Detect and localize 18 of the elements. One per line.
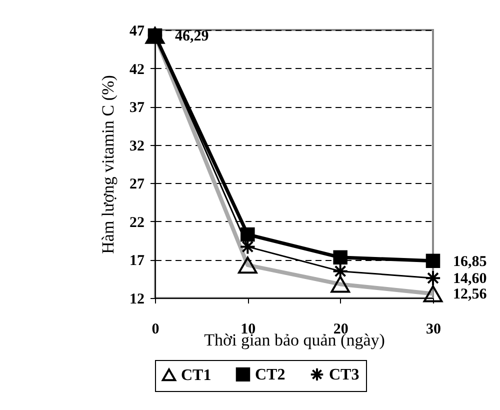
- y-tick-label: 32: [130, 138, 144, 154]
- y-tick-label: 47: [130, 24, 145, 40]
- x-tick-label: 30: [426, 322, 441, 338]
- x-tick-label: 0: [152, 322, 160, 338]
- y-tick-label: 12: [130, 292, 144, 308]
- y-tick-label: 17: [130, 253, 145, 270]
- data-label: 16,85: [453, 254, 487, 270]
- y-axis-title: Hàm lượng vitamin C (%): [98, 75, 118, 254]
- data-label: 14,60: [453, 271, 487, 288]
- legend-label: CT1: [181, 366, 212, 384]
- y-tick-label: 37: [130, 100, 145, 116]
- data-label: 46,29: [175, 28, 209, 44]
- y-tick-label: 27: [130, 176, 145, 193]
- y-tick-label: 42: [130, 62, 144, 78]
- data-label: 12,56: [453, 286, 488, 303]
- y-tick-label: 22: [130, 214, 144, 231]
- legend-label: CT2: [255, 366, 286, 384]
- legend-label: CT3: [329, 366, 360, 384]
